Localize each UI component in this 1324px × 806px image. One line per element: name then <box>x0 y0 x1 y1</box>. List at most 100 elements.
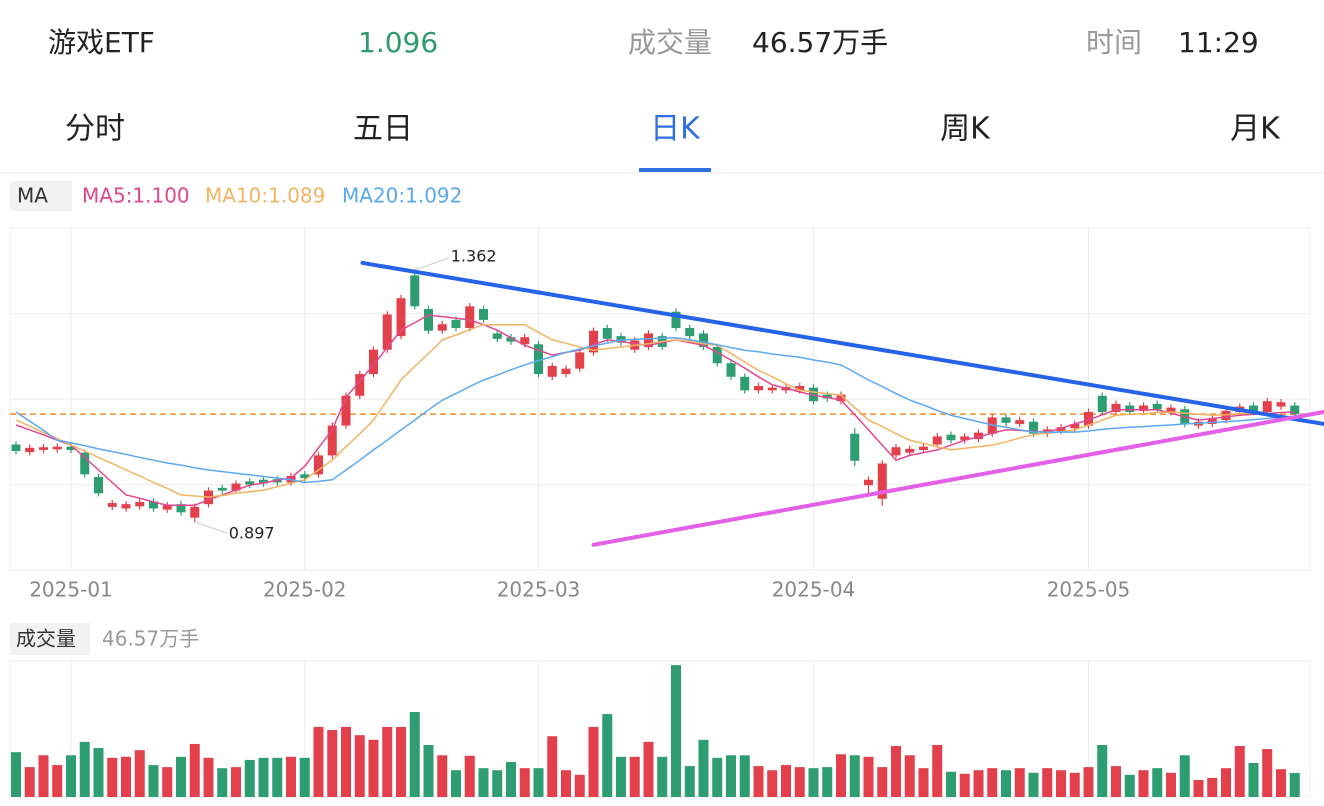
ma-legend: MA10:1.089 <box>205 184 325 208</box>
volume-bar <box>79 741 90 797</box>
volume-bar <box>231 767 241 797</box>
volume-bar <box>987 768 998 797</box>
tab[interactable]: 日K <box>650 112 701 147</box>
ma-line <box>15 323 1295 498</box>
volume-bar <box>189 743 200 797</box>
x-tick-label: 2025-04 <box>772 578 856 602</box>
tab[interactable]: 分时 <box>65 112 125 147</box>
volume-bar <box>11 752 21 797</box>
volume-bar <box>313 726 324 797</box>
candle-body <box>836 394 846 402</box>
candle-body <box>534 344 543 375</box>
candle-body <box>66 446 76 450</box>
volume-bar <box>451 770 461 797</box>
volume-label: 成交量 <box>628 26 712 59</box>
candle-body <box>919 446 928 450</box>
candle-body <box>561 368 571 375</box>
volume-bar <box>368 739 379 797</box>
x-tick-label: 2025-02 <box>263 578 347 602</box>
volume-bar <box>891 746 901 797</box>
ma-tag: MA <box>17 184 48 208</box>
candle-body <box>300 474 310 479</box>
time-value: 11:29 <box>1178 26 1259 59</box>
volume-bar <box>849 755 860 797</box>
tab[interactable]: 周K <box>940 112 991 147</box>
candle-body <box>712 346 722 364</box>
volume-bar <box>1234 746 1245 797</box>
candle-body <box>190 506 200 518</box>
tab-underline <box>639 168 711 172</box>
volume-bar <box>66 755 76 797</box>
volume-bar <box>1097 744 1108 797</box>
volume-bar <box>1152 768 1163 797</box>
volume-bar <box>657 756 668 797</box>
volume-bar <box>1001 770 1011 797</box>
candle-body <box>424 309 433 331</box>
candle-body <box>822 394 832 399</box>
tab[interactable]: 五日 <box>353 112 413 147</box>
candle-body <box>1152 403 1162 410</box>
volume-bar <box>1276 769 1286 797</box>
volume-bar <box>629 756 640 797</box>
candle-body <box>25 447 35 453</box>
candle-body <box>1056 427 1066 431</box>
x-tick-label: 2025-01 <box>29 578 113 602</box>
candle-body <box>465 306 475 328</box>
volume-bar <box>588 726 599 797</box>
x-tick-label: 2025-05 <box>1047 578 1131 602</box>
candle-body <box>135 501 145 507</box>
candle-body <box>176 504 186 513</box>
volume-bar <box>561 770 571 797</box>
candle-body <box>795 385 805 391</box>
min-pointer <box>194 521 227 534</box>
candle-body <box>767 387 777 391</box>
volume-bar <box>616 756 626 797</box>
candle-body <box>644 333 653 347</box>
volume-bar <box>354 735 365 797</box>
candle-body <box>905 448 915 453</box>
candle-body <box>410 275 420 307</box>
max-label: 1.362 <box>451 247 497 266</box>
volume-bar <box>52 765 63 797</box>
tab[interactable]: 月K <box>1230 112 1281 147</box>
ma-tag-bg <box>10 181 72 211</box>
candle-body <box>11 444 21 452</box>
candle-body <box>479 309 488 320</box>
volume-value: 46.57万手 <box>752 26 888 59</box>
volume-bar <box>1289 773 1300 797</box>
candle-body <box>437 324 447 331</box>
ma-line <box>15 337 1295 484</box>
volume-bar <box>1138 770 1149 797</box>
volume-bar <box>533 768 544 797</box>
volume-bar <box>973 770 984 797</box>
volume-bar <box>726 755 736 797</box>
candle-body <box>699 333 708 347</box>
candle-body <box>451 319 461 328</box>
candle-body <box>217 487 227 491</box>
candle-body <box>245 481 255 485</box>
volume-bar <box>1111 766 1121 797</box>
candle-body <box>671 311 681 328</box>
volume-bar <box>176 756 186 797</box>
volume-bar <box>932 744 943 797</box>
volume-bar <box>753 766 764 797</box>
volume-bar <box>121 756 131 797</box>
volume-bar <box>808 768 819 797</box>
candle-body <box>149 501 158 509</box>
candle-body <box>1166 407 1176 413</box>
candle-body <box>1070 423 1080 429</box>
candle-body <box>231 483 241 491</box>
volume-bar <box>437 755 448 797</box>
candle-body <box>1084 412 1093 426</box>
volume-bar <box>519 768 530 797</box>
candle-body <box>1276 402 1286 407</box>
volume-bar <box>643 741 654 797</box>
volume-bar <box>423 744 434 797</box>
ma-legend: MA5:1.100 <box>82 184 190 208</box>
volume-bar <box>217 768 228 797</box>
volume-bar <box>836 754 846 797</box>
volume-bar <box>299 757 310 797</box>
candle-body <box>506 337 516 342</box>
volume-bar <box>1124 774 1135 797</box>
volume-bar <box>1193 780 1204 797</box>
